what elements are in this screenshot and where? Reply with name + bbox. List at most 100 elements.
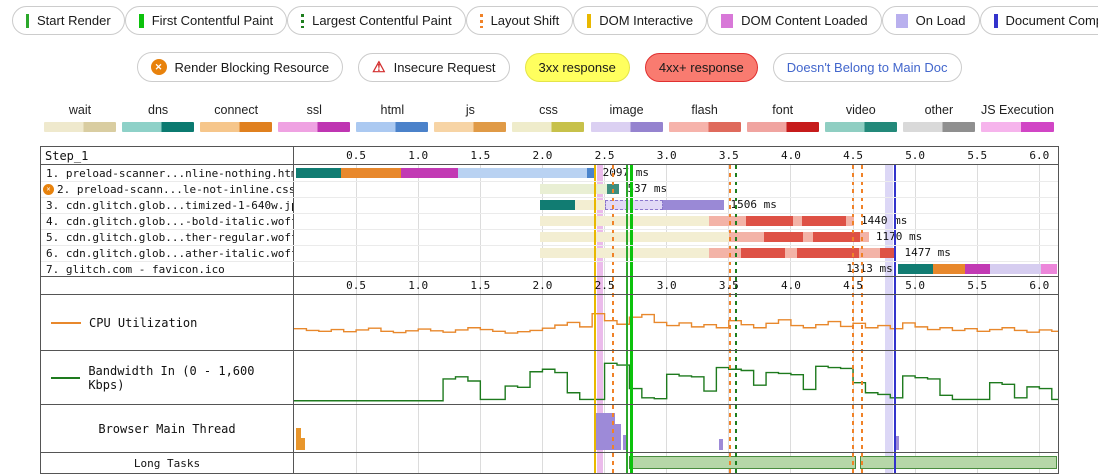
request-label-6[interactable]: 6. cdn.glitch.glob...ather-italic.woff2 (41, 245, 293, 261)
request-label-5[interactable]: 5. cdn.glitch.glob...ther-regular.woff2 (41, 229, 293, 245)
legend-badge-render-blocking-resource: ✕ Render Blocking Resource (136, 52, 344, 82)
request-6-segment-font_dark[interactable] (797, 248, 860, 258)
event-band-on-load (885, 165, 893, 473)
resource-type-swatch (902, 122, 975, 132)
resource-type-swatch (512, 122, 585, 132)
request-7-segment-jsexec[interactable] (1040, 264, 1057, 274)
request-4-segment-font_light[interactable] (793, 216, 803, 226)
event-line-layout-shift-4 (860, 165, 863, 473)
legend-item-label: First Contentful Paint (151, 13, 274, 28)
resource-type-swatch (278, 122, 351, 132)
request-4-segment-font_dark[interactable] (802, 216, 846, 226)
request-label-4[interactable]: 4. cdn.glitch.glob...-bold-italic.woff2 (41, 213, 293, 229)
section-separator (41, 164, 1058, 165)
request-3-segment-img_dark[interactable] (662, 200, 724, 210)
gridline (914, 165, 916, 473)
resource-type-label: wait (68, 103, 92, 117)
bandwidth-label: Bandwidth In (0 - 1,600 Kbps) (41, 351, 293, 405)
resource-type-ssl: ssl (278, 103, 351, 132)
request-label-3[interactable]: 3. cdn.glitch.glob...timized-1-640w.jpg (41, 197, 293, 213)
request-label-1[interactable]: 1. preload-scanner...nline-nothing.html (41, 165, 293, 181)
time-tick-label-top: 2.5 (594, 149, 615, 162)
request-1-segment-connect[interactable] (341, 168, 401, 178)
request-5-segment-font_light[interactable] (860, 232, 870, 242)
request-1-segment-dns[interactable] (296, 168, 342, 178)
request-7-segment-other_light[interactable] (989, 264, 1041, 274)
resource-type-flash: flash (668, 103, 741, 132)
request-label-text: 6. cdn.glitch.glob...ather-italic.woff2 (46, 246, 293, 260)
legend-item-document-complete: Document Complete (979, 6, 1098, 35)
start-render-icon (26, 13, 29, 28)
request-label-7[interactable]: 7. glitch.com - favicon.ico (41, 261, 293, 277)
long-task-bar (629, 456, 856, 469)
request-label-text: 2. preload-scann...le-not-inline.css (57, 182, 293, 196)
request-6-segment-wait[interactable] (539, 248, 709, 258)
long-tasks-label: Long Tasks (133, 456, 201, 470)
request-7-segment-ssl[interactable] (964, 264, 990, 274)
request-6-segment-font_light[interactable] (859, 248, 881, 258)
request-5-segment-font_light[interactable] (728, 232, 764, 242)
request-label-2[interactable]: ✕ 2. preload-scann...le-not-inline.css (41, 181, 293, 197)
event-line-layout-shift-2 (729, 165, 732, 473)
request-1-segment-ssl[interactable] (400, 168, 458, 178)
request-5-time: 1170 ms (875, 230, 923, 243)
resource-type-label: connect (214, 103, 259, 117)
row-separator (41, 229, 1058, 230)
request-5-segment-wait[interactable] (539, 232, 729, 242)
time-tick-label-top: 5.5 (967, 149, 988, 162)
first-contentful-paint-icon (138, 13, 144, 28)
time-tick-label-bottom: 3.5 (718, 279, 739, 292)
resource-type-swatch (200, 122, 273, 132)
request-6-segment-font_light[interactable] (784, 248, 798, 258)
request-3-segment-dns[interactable] (539, 200, 575, 210)
time-tick-label-top: 4.0 (780, 149, 801, 162)
resource-type-legend: wait dns connect ssl html js css image flash font… (0, 103, 1098, 132)
request-3-segment-wait[interactable] (574, 200, 605, 210)
legend-item-label: Largest Contentful Paint (312, 13, 452, 28)
time-tick-label-bottom: 1.5 (470, 279, 491, 292)
legend-badge-doesn-t-belong-to-main-doc: Doesn't Belong to Main Doc (772, 52, 962, 82)
request-5-segment-font_dark[interactable] (763, 232, 804, 242)
legend-badge-3xx-response: 3xx response (524, 52, 630, 82)
request-label-text: 7. glitch.com - favicon.ico (46, 262, 225, 276)
request-6-segment-font_dark[interactable] (741, 248, 785, 258)
request-7-segment-connect[interactable] (932, 264, 965, 274)
request-4-segment-font_light[interactable] (708, 216, 747, 226)
section-separator (41, 294, 1058, 295)
render-blocking-icon: ✕ (150, 59, 167, 75)
resource-type-swatch (980, 122, 1054, 132)
resource-type-swatch (590, 122, 663, 132)
request-label-text: 5. cdn.glitch.glob...ther-regular.woff2 (46, 230, 293, 244)
request-1-segment-html_dark[interactable] (587, 168, 596, 178)
time-tick-label-bottom: 2.0 (532, 279, 553, 292)
document-complete-icon (993, 13, 998, 28)
request-6-segment-font_light[interactable] (708, 248, 742, 258)
request-4-segment-wait[interactable] (539, 216, 709, 226)
request-1-segment-html_light[interactable] (457, 168, 588, 178)
step-label: Step_1 (45, 149, 89, 163)
time-tick-label-bottom: 2.5 (594, 279, 615, 292)
request-4-segment-font_dark[interactable] (746, 216, 794, 226)
request-4-segment-font_light[interactable] (845, 216, 855, 226)
legend-item-label: DOM Interactive (599, 13, 694, 28)
legend-badge-label: Render Blocking Resource (174, 59, 330, 75)
cpu-utilization-line (294, 312, 1058, 334)
request-6-segment-font_dark[interactable] (880, 248, 897, 258)
request-7-segment-dns[interactable] (897, 264, 933, 274)
bandwidth-label-text: Bandwidth In (0 - 1,600 Kbps) (88, 364, 255, 392)
request-2-segment-css_light[interactable] (539, 184, 608, 194)
row-separator (41, 197, 1058, 198)
request-5-segment-font_dark[interactable] (813, 232, 861, 242)
main-thread-label: Browser Main Thread (98, 422, 236, 436)
legend-item-layout-shift: Layout Shift (465, 6, 574, 35)
resource-type-swatch (668, 122, 741, 132)
legend-badges-row: ✕ Render Blocking Resource ⚠ Insecure Reque… (0, 52, 1098, 82)
section-separator (41, 276, 1058, 277)
long-task-bar (860, 456, 1057, 469)
legend-badge-label: 4xx+ response (658, 59, 744, 75)
request-5-segment-font_light[interactable] (803, 232, 814, 242)
resource-type-label: font (772, 103, 794, 117)
legend-item-on-load: On Load (881, 6, 980, 35)
main-thread-activity-bar (594, 413, 615, 450)
request-3-segment-img_light[interactable] (604, 200, 663, 210)
